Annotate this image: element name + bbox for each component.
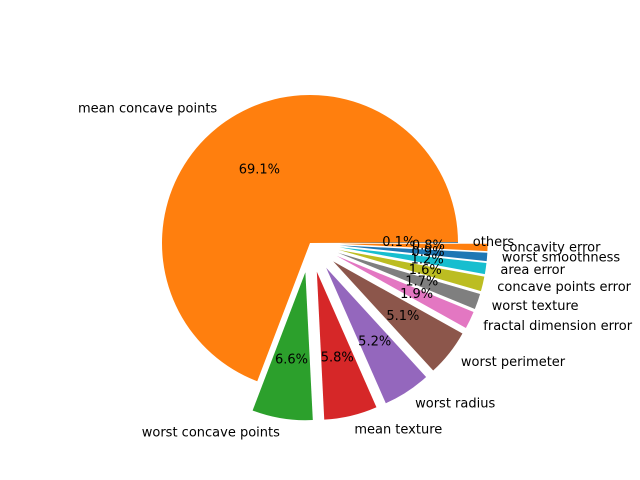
slice-label-worst-radius: worst radius <box>415 397 495 412</box>
pie-slice-concavity-error <box>339 243 488 252</box>
slices-layer <box>162 94 488 421</box>
percent-label-worst-concave-points: 6.6% <box>275 352 308 367</box>
pie-slice-concave-points-error <box>338 249 485 292</box>
percent-label-concavity-error: 0.8% <box>412 238 445 253</box>
pie-slice-area-error <box>339 247 487 275</box>
pie-slice-mean-concave-points <box>162 94 458 382</box>
pie-slice-worst-smoothness <box>339 245 488 262</box>
pie-slice-mean-texture <box>316 271 377 420</box>
slice-label-fractal-dimension-error: fractal dimension error <box>483 319 632 334</box>
percent-label-area-error: 1.2% <box>411 253 444 268</box>
slice-label-concave-points-error: concave points error <box>497 280 631 295</box>
pie-slice-fractal-dimension-error <box>336 255 474 328</box>
slice-label-worst-texture: worst texture <box>492 299 579 314</box>
slice-label-worst-perimeter: worst perimeter <box>461 355 566 370</box>
percent-labels-layer: 0.1% 69.1% 6.6% 5.8% 5.2% 5.1% 1.9%1.7%1.6%1.2… <box>239 163 445 368</box>
pie-slice-others <box>310 242 459 243</box>
pie-slice-worst-texture <box>337 252 481 309</box>
percent-label-mean-concave-points: 69.1% <box>239 163 280 178</box>
percent-label-worst-smoothness: 0.9% <box>412 245 445 260</box>
pie-slice-worst-concave-points <box>252 272 313 421</box>
percent-label-worst-perimeter: 5.1% <box>386 309 419 324</box>
percent-label-others: 0.1% <box>382 235 415 250</box>
percent-label-mean-texture: 5.8% <box>321 351 354 366</box>
pie-slice-worst-perimeter <box>333 261 463 371</box>
percent-label-worst-radius: 5.2% <box>358 335 391 350</box>
percent-label-fractal-dimension-error: 1.9% <box>400 287 433 302</box>
percent-label-concave-points-error: 1.6% <box>409 263 442 278</box>
slice-label-worst-smoothness: worst smoothness <box>502 251 621 266</box>
slice-label-mean-texture: mean texture <box>354 423 442 438</box>
slice-label-mean-concave-points: mean concave points <box>78 102 217 117</box>
slice-label-concavity-error: concavity error <box>502 240 601 255</box>
slice-labels-layer: others mean concave points worst concave p… <box>78 102 633 441</box>
percent-label-worst-texture: 1.7% <box>405 275 438 290</box>
slice-label-area-error: area error <box>500 263 565 278</box>
pie-slice-worst-radius <box>326 267 427 404</box>
slice-label-worst-concave-points: worst concave points <box>142 426 280 441</box>
slice-label-others: others <box>473 235 515 250</box>
